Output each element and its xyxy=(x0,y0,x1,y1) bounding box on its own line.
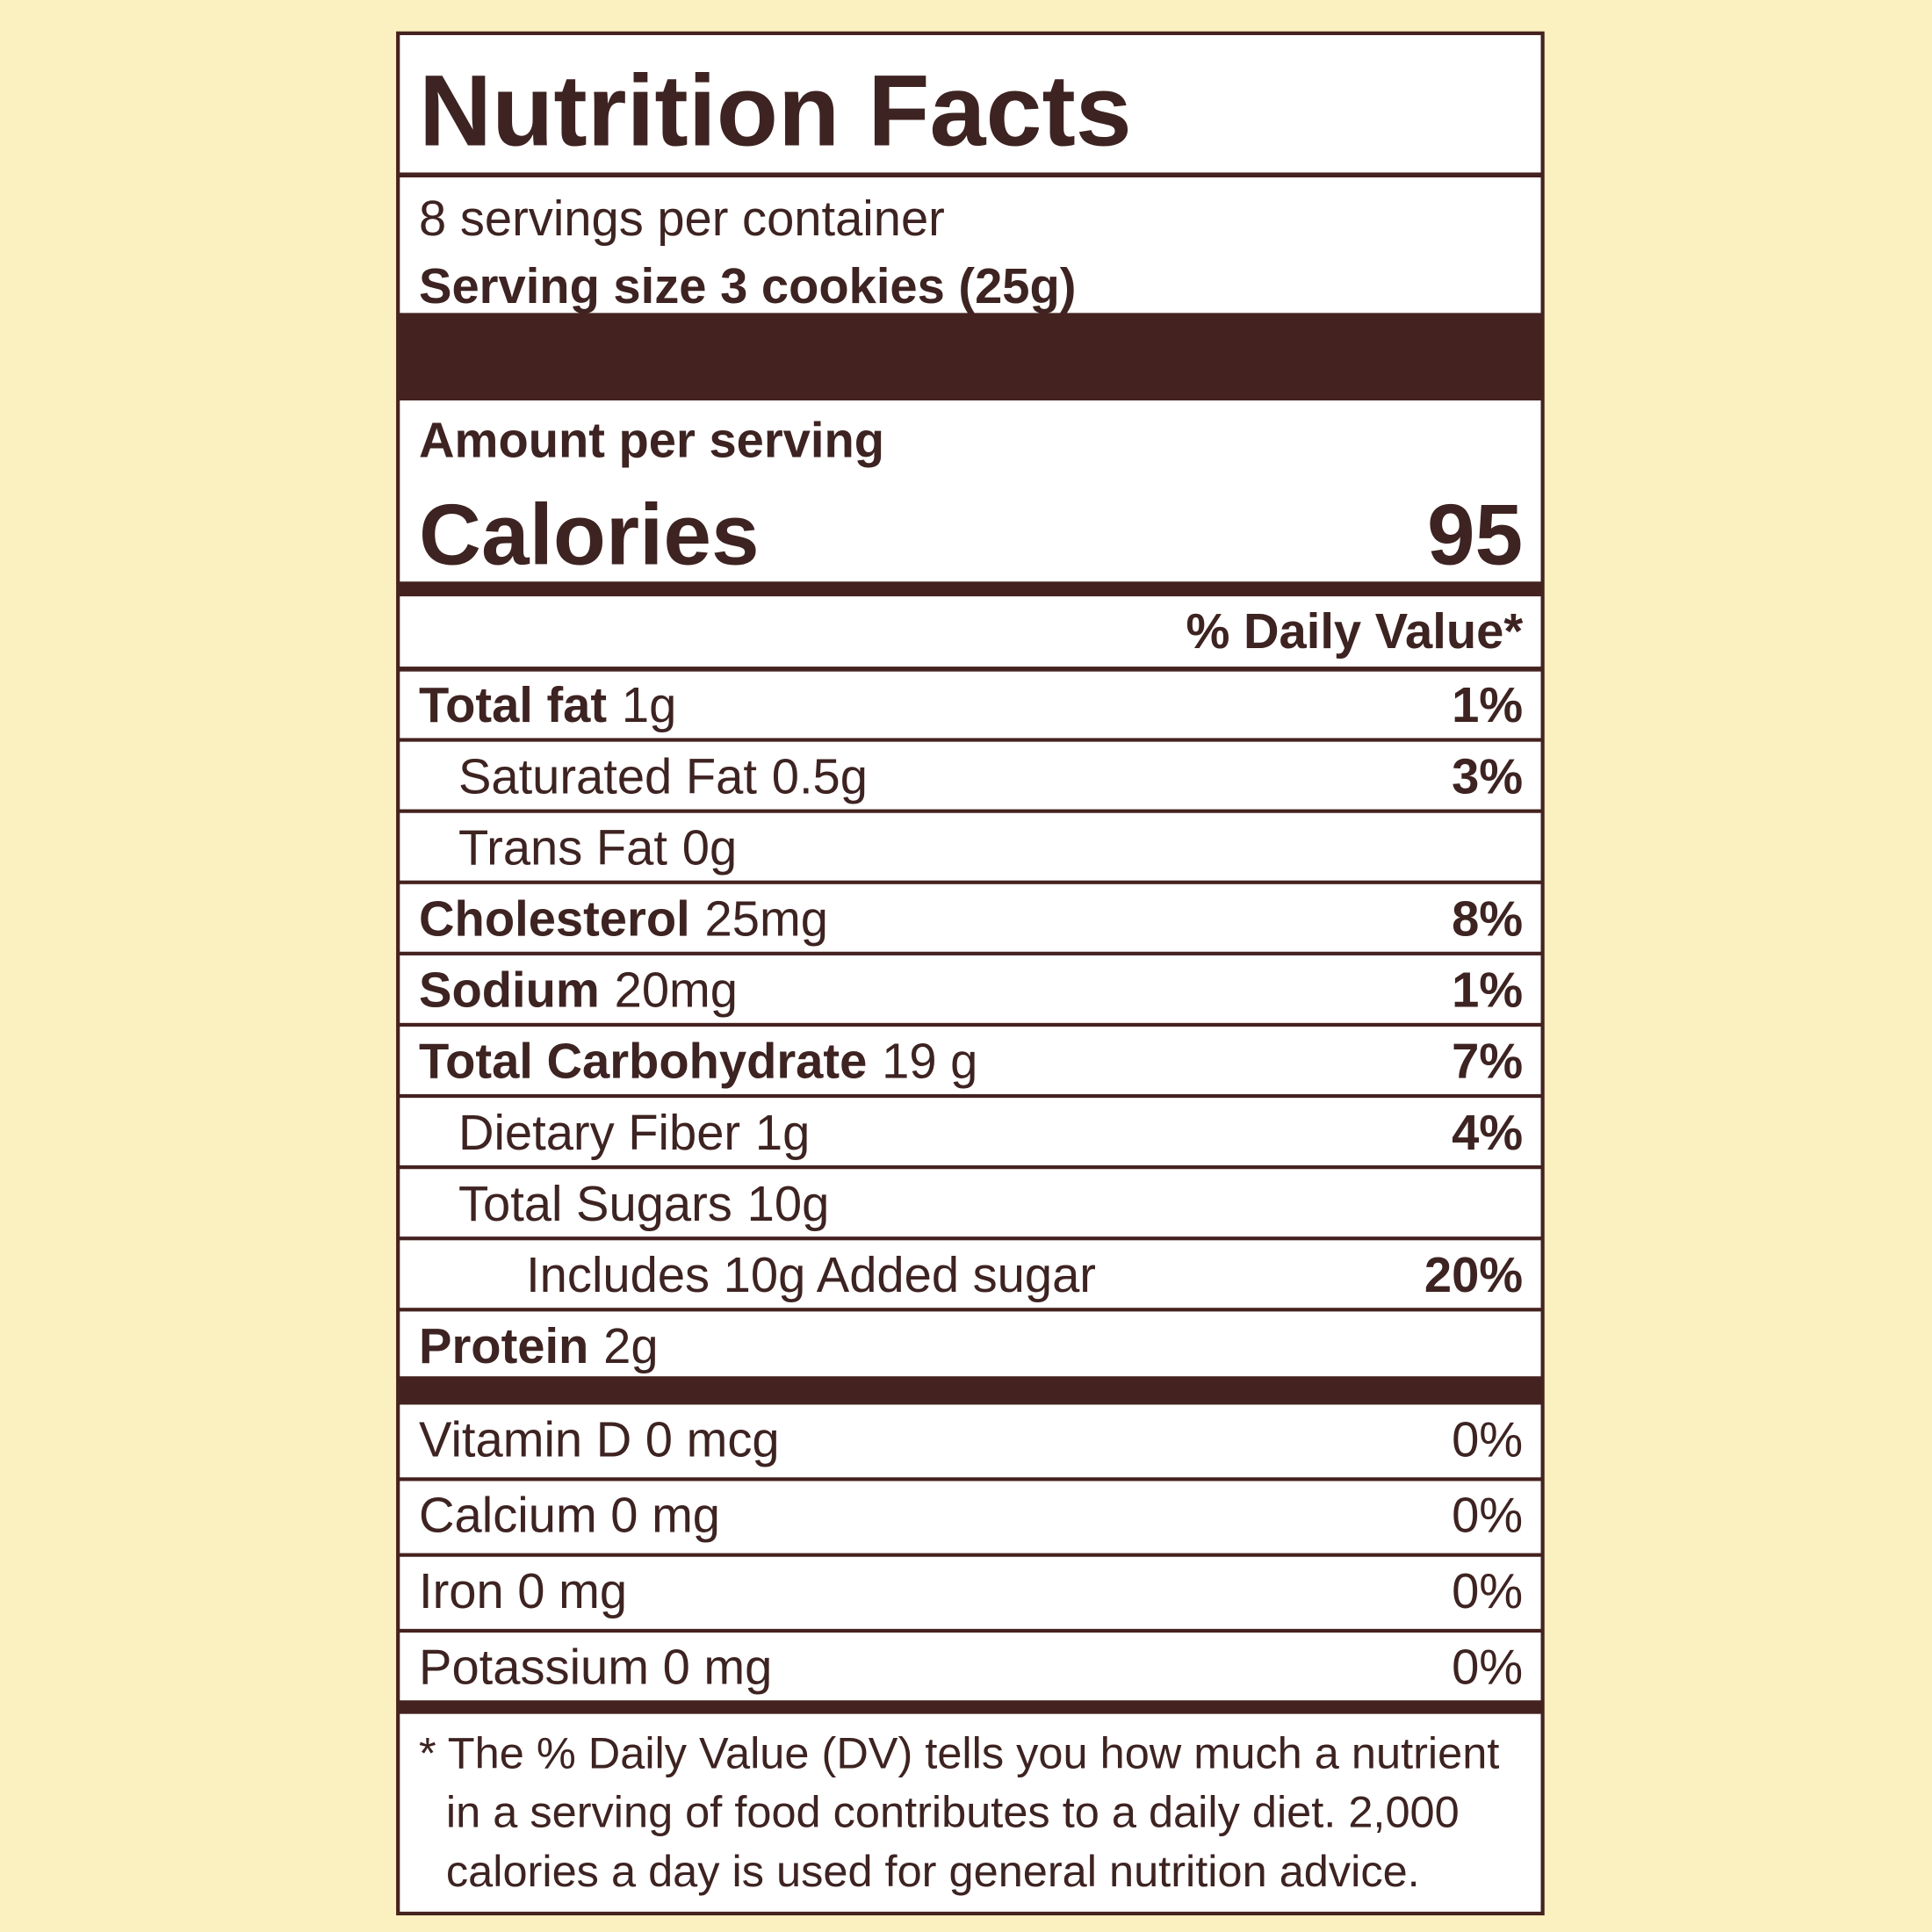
nutrient-name: Total Sugars xyxy=(458,1176,732,1231)
nutrient-amount: 20mg xyxy=(615,962,738,1018)
nutrient-dv: 7% xyxy=(1452,1034,1523,1089)
nutrient-name: Saturated Fat xyxy=(458,748,757,804)
nutrient-name: Sodium xyxy=(419,962,600,1018)
thick-bar xyxy=(398,313,1543,400)
nutrient-name: Total fat xyxy=(419,677,607,732)
nutrient-dv: 1% xyxy=(1452,962,1523,1018)
nutrient-row-text: Dietary Fiber 1g xyxy=(458,1105,810,1160)
divider xyxy=(398,951,1543,955)
vitamin-dv: 0% xyxy=(1452,1563,1523,1618)
divider xyxy=(398,1628,1543,1633)
divider xyxy=(398,738,1543,742)
vitamin-name: Potassium 0 mg xyxy=(419,1639,772,1694)
serving-size: Serving size 3 cookies (25g) xyxy=(419,258,1076,314)
divider xyxy=(398,667,1543,672)
nutrient-amount: 10g xyxy=(747,1176,830,1231)
nutrient-row-text: Includes 10g Added sugar xyxy=(526,1247,1096,1302)
nutrient-row-text: Cholesterol 25mg xyxy=(419,890,828,946)
thick-bar xyxy=(398,1700,1543,1714)
divider xyxy=(398,1236,1543,1241)
dv-header: % Daily Value* xyxy=(1186,603,1524,659)
nutrient-amount: 25mg xyxy=(705,890,828,946)
servings: 8 servings per container xyxy=(419,191,945,246)
vitamin-dv: 0% xyxy=(1452,1639,1523,1694)
nutrient-row-text: Total Carbohydrate 19 g xyxy=(419,1034,977,1089)
vitamin-name: Calcium 0 mg xyxy=(419,1488,720,1543)
nutrient-dv: 1% xyxy=(1452,677,1523,732)
footnote-line: * The % Daily Value (DV) tells you how m… xyxy=(419,1727,1499,1777)
nutrient-amount: 19 g xyxy=(882,1034,977,1089)
nutrient-amount: 1g xyxy=(755,1105,810,1160)
vitamin-name: Iron 0 mg xyxy=(419,1563,627,1618)
footnote-line: in a serving of food contributes to a da… xyxy=(446,1787,1460,1837)
nutrient-row-text: Total Sugars 10g xyxy=(458,1176,829,1231)
nutrient-name: Cholesterol xyxy=(419,890,690,946)
nutrient-amount: 0g xyxy=(682,819,737,875)
divider xyxy=(398,1022,1543,1027)
nutrient-amount: 1g xyxy=(622,677,676,732)
nutrient-amount: 2g xyxy=(603,1318,658,1373)
vitamin-dv: 0% xyxy=(1452,1488,1523,1543)
nutrient-dv: 4% xyxy=(1452,1105,1523,1160)
nutrient-name: Trans Fat xyxy=(458,819,667,875)
vitamin-dv: 0% xyxy=(1452,1411,1523,1467)
amount-per-serving: Amount per serving xyxy=(419,413,884,468)
nutrient-row-text: Saturated Fat 0.5g xyxy=(458,748,868,804)
calories-value: 95 xyxy=(1427,487,1523,583)
title: Nutrition Facts xyxy=(419,55,1132,168)
nutrient-name: Protein xyxy=(419,1318,588,1373)
nutrient-row-text: Total fat 1g xyxy=(419,677,676,732)
nutrient-name: Includes 10g Added sugar xyxy=(526,1247,1096,1302)
nutrient-amount: 0.5g xyxy=(772,748,868,804)
thick-bar xyxy=(398,1376,1543,1405)
nutrient-row-text: Protein 2g xyxy=(419,1318,659,1373)
divider xyxy=(398,1477,1543,1481)
nutrient-name: Total Carbohydrate xyxy=(419,1034,867,1089)
footnote-line: calories a day is used for general nutri… xyxy=(446,1846,1420,1896)
nutrient-dv: 3% xyxy=(1452,748,1523,804)
nutrient-row-text: Sodium 20mg xyxy=(419,962,738,1018)
divider xyxy=(398,1165,1543,1170)
nutrient-row-text: Trans Fat 0g xyxy=(458,819,737,875)
calories-label: Calories xyxy=(419,487,760,583)
nutrient-name: Dietary Fiber xyxy=(458,1105,740,1160)
divider xyxy=(398,1553,1543,1557)
vitamin-name: Vitamin D 0 mcg xyxy=(419,1411,780,1467)
divider xyxy=(398,809,1543,813)
divider xyxy=(398,880,1543,884)
divider xyxy=(398,1093,1543,1099)
nutrient-dv: 20% xyxy=(1424,1247,1523,1302)
thick-bar xyxy=(398,581,1543,597)
divider xyxy=(398,172,1543,178)
divider xyxy=(398,1308,1543,1312)
nutrient-dv: 8% xyxy=(1452,890,1523,946)
